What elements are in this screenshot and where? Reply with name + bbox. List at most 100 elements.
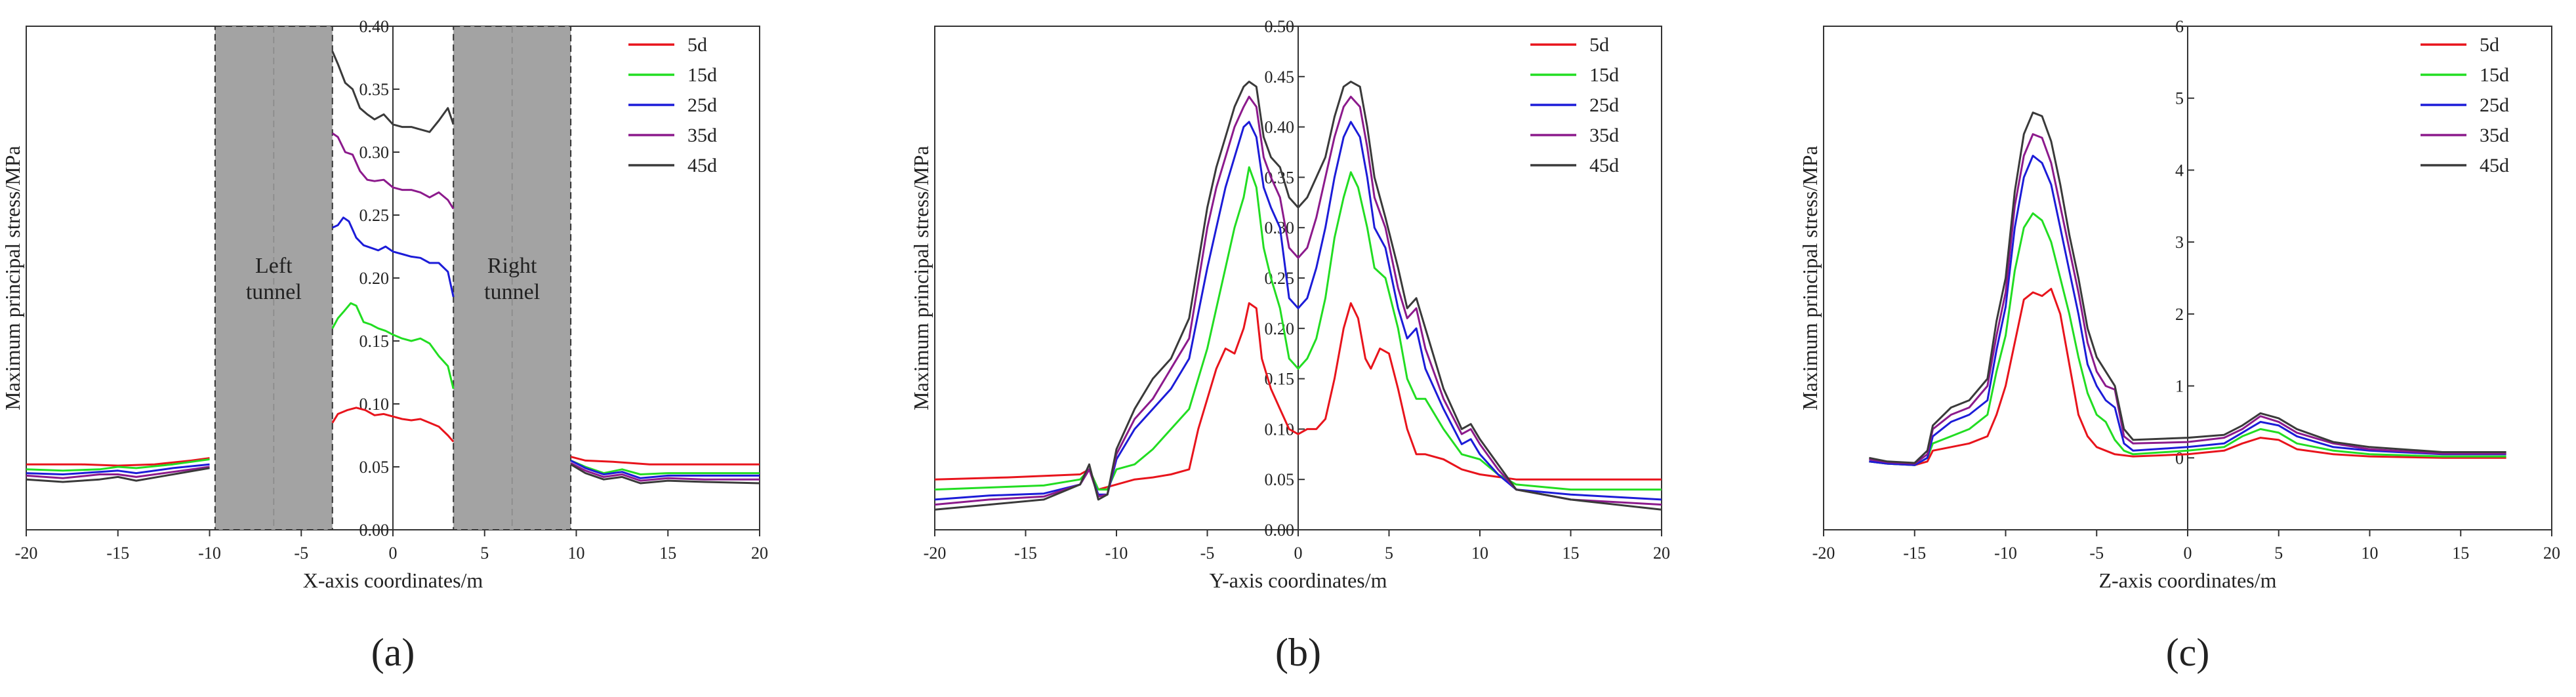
series-line-15d <box>26 458 210 472</box>
x-tick-label: 20 <box>2543 544 2560 563</box>
x-tick-label: 10 <box>2361 544 2379 563</box>
series-line-25d <box>1869 155 2506 466</box>
x-tick-label: -5 <box>2089 544 2104 563</box>
x-tick-label: 15 <box>1563 544 1580 563</box>
x-tick-label: 10 <box>568 544 585 563</box>
x-tick-label: -10 <box>1105 544 1128 563</box>
series-line-15d <box>331 302 455 389</box>
series-line-35d <box>331 132 455 210</box>
x-tick-label: 15 <box>2452 544 2469 563</box>
chart-panel-b: 0.000.050.100.150.200.250.300.350.400.45… <box>909 17 1670 674</box>
x-tick-label: 0 <box>1294 544 1303 563</box>
y-tick-label: 0.00 <box>359 521 390 540</box>
y-tick-label: 0.05 <box>359 458 390 477</box>
chart-panel-a: LefttunnelRighttunnel0.000.050.100.150.2… <box>1 17 768 674</box>
series-line-25d <box>332 216 455 298</box>
x-tick-label: -5 <box>1200 544 1215 563</box>
y-tick-label: 0.05 <box>1265 470 1295 489</box>
series-line-35d <box>1869 133 2506 465</box>
x-tick-label: -20 <box>924 544 947 563</box>
x-tick-label: -15 <box>1903 544 1926 563</box>
y-axis-title: Maximum principal stress/MPa <box>1798 146 1822 410</box>
x-axis-title: Y-axis coordinates/m <box>1209 568 1387 592</box>
series-line-5d <box>934 302 1662 491</box>
y-tick-label: 0.00 <box>1265 521 1295 540</box>
series-line-5d <box>26 457 210 467</box>
x-tick-label: -15 <box>106 544 129 563</box>
x-tick-label: 0 <box>389 544 398 563</box>
series-line-5d <box>1869 288 2506 466</box>
y-tick-label: 0.10 <box>359 395 390 414</box>
series-line-25d <box>570 460 760 479</box>
tunnel-label: tunnel <box>484 280 540 304</box>
legend-label: 35d <box>1589 125 1619 146</box>
series-line-25d <box>934 121 1662 501</box>
series-line-5d <box>570 456 760 466</box>
x-tick-label: 20 <box>751 544 768 563</box>
series-line-15d <box>934 166 1662 491</box>
legend-label: 45d <box>1589 155 1619 176</box>
y-tick-label: 2 <box>2175 305 2184 324</box>
series-line-45d <box>570 463 760 485</box>
series-line-45d <box>1869 111 2506 464</box>
x-tick-label: -10 <box>1994 544 2017 563</box>
y-tick-label: 3 <box>2175 233 2184 252</box>
x-tick-label: 0 <box>2184 544 2192 563</box>
tunnel-label: Left <box>255 254 293 278</box>
series-line-15d <box>570 460 760 475</box>
x-tick-label: 5 <box>480 544 489 563</box>
legend-label: 35d <box>687 125 717 146</box>
y-tick-label: 5 <box>2175 89 2184 108</box>
series-line-25d <box>26 463 210 475</box>
legend-label: 15d <box>1589 64 1619 86</box>
y-tick-label: 6 <box>2175 17 2184 36</box>
y-axis-title: Maximum principal stress/MPa <box>909 146 933 410</box>
tunnel-label: tunnel <box>246 280 302 304</box>
legend-label: 5d <box>1589 34 1609 56</box>
tunnel-label: Right <box>487 254 537 278</box>
x-tick-label: 15 <box>659 544 676 563</box>
y-tick-label: 0.50 <box>1265 17 1295 36</box>
legend-label: 25d <box>2480 94 2509 116</box>
y-tick-label: 1 <box>2175 377 2184 396</box>
series-line-35d <box>570 462 760 482</box>
series-line-35d <box>26 466 210 479</box>
x-tick-label: -10 <box>198 544 221 563</box>
y-tick-label: 0.25 <box>359 206 390 225</box>
x-tick-label: -15 <box>1014 544 1037 563</box>
series-line-15d <box>1869 212 2506 466</box>
y-tick-label: 0.20 <box>1265 319 1295 338</box>
x-axis-title: X-axis coordinates/m <box>303 568 483 592</box>
legend-label: 25d <box>1589 94 1619 116</box>
x-tick-label: 5 <box>2274 544 2283 563</box>
legend-label: 45d <box>687 155 717 176</box>
y-tick-label: 4 <box>2175 161 2184 180</box>
x-tick-label: 5 <box>1385 544 1393 563</box>
legend-label: 35d <box>2480 125 2509 146</box>
legend-label: 15d <box>2480 64 2509 86</box>
y-tick-label: 0.15 <box>359 332 390 351</box>
series-line-35d <box>934 96 1662 506</box>
legend-label: 25d <box>687 94 717 116</box>
legend-label: 5d <box>2480 34 2499 56</box>
legend-label: 5d <box>687 34 707 56</box>
y-tick-label: 0.35 <box>359 80 390 99</box>
x-axis-title: Z-axis coordinates/m <box>2098 568 2276 592</box>
y-axis-title: Maximum principal stress/MPa <box>1 146 24 410</box>
chart-panel-c: 0 1 2 3 4 5 6 -20 -15 -10 -5 0 5 10 15 20 Z-axis coordin… <box>1798 17 2560 674</box>
x-tick-label: -20 <box>15 544 38 563</box>
panel-label: (b) <box>1275 631 1321 674</box>
y-tick-label: 0.40 <box>1265 118 1295 137</box>
y-tick-label: 0.30 <box>359 143 390 162</box>
legend-label: 45d <box>2480 155 2509 176</box>
y-tick-label: 0.40 <box>359 17 390 36</box>
x-tick-label: -5 <box>294 544 308 563</box>
series-line-45d <box>331 50 455 133</box>
y-tick-label: 0.45 <box>1265 68 1295 87</box>
x-tick-label: -20 <box>1812 544 1835 563</box>
x-tick-label: 10 <box>1471 544 1488 563</box>
x-tick-label: 20 <box>1653 544 1670 563</box>
series-line-45d <box>934 81 1662 511</box>
panel-label: (a) <box>371 631 415 674</box>
